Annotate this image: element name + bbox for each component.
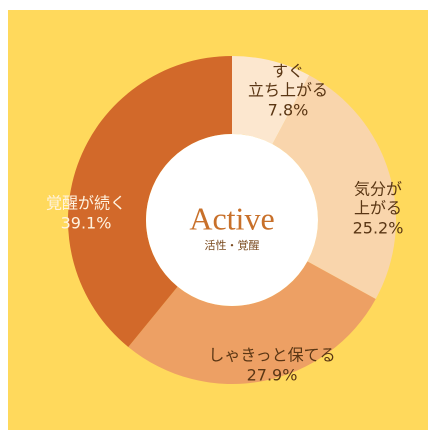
- segment-label: 覚醒が続く: [46, 194, 126, 213]
- donut-segment: [272, 75, 396, 300]
- donut-segment: [232, 56, 310, 145]
- donut-segment: [68, 55, 233, 348]
- donut-segment: [128, 261, 376, 385]
- center-subtitle: 活性・覚醒: [205, 238, 260, 252]
- value-label: 27.9%: [247, 366, 298, 385]
- value-label: 7.8%: [268, 101, 309, 120]
- segment-label: すぐ: [272, 62, 304, 81]
- value-label: 39.1%: [61, 214, 112, 233]
- segment-label: 立ち上がる: [248, 81, 328, 100]
- segment-label: 気分が: [354, 180, 402, 199]
- value-label: 25.2%: [353, 219, 404, 238]
- center-title: Active: [189, 200, 274, 236]
- segment-label: しゃきっと保てる: [208, 346, 335, 365]
- donut-hole: [146, 134, 318, 306]
- segment-label: 上がる: [354, 199, 402, 218]
